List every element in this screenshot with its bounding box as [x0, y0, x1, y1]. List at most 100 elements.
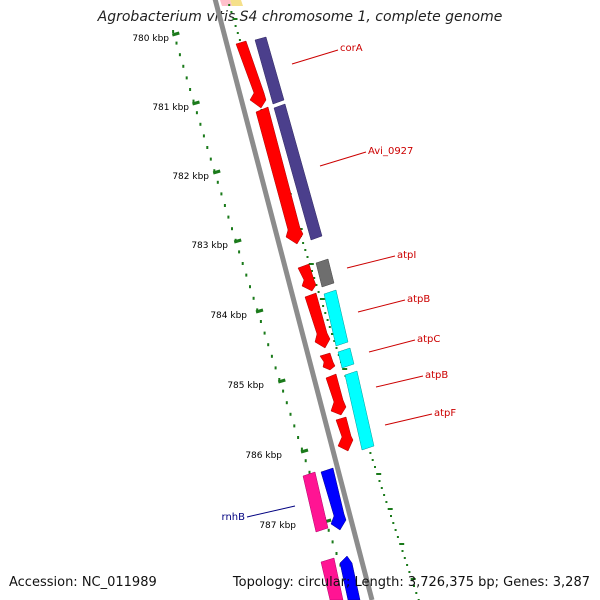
- ruler-dot: [220, 192, 223, 196]
- ruler-dot: [199, 122, 202, 126]
- ruler-dot: [192, 99, 195, 103]
- feature-atpC[interactable]: [337, 347, 355, 369]
- ruler-dot: [216, 180, 219, 184]
- ruler-major-tick: [300, 448, 309, 454]
- ruler-dash: [401, 550, 404, 552]
- gene-label-atpB-2[interactable]: atpB: [425, 370, 448, 381]
- gene-label-atpF[interactable]: atpF: [434, 408, 456, 419]
- ruler-dot: [209, 157, 212, 161]
- ruler-dot: [175, 41, 178, 45]
- ruler-dot: [245, 273, 248, 277]
- ruler-dot: [195, 111, 198, 115]
- feature-red-5[interactable]: [325, 373, 347, 416]
- leader-atpB-2: [375, 375, 424, 388]
- ruler-dot: [241, 262, 244, 265]
- ruler-dot: [227, 215, 230, 219]
- ruler-dot: [267, 343, 270, 347]
- ruler-dot: [172, 30, 175, 33]
- genome-summary-text: Topology: circular; Length: 3,726,375 bp…: [232, 575, 590, 590]
- ruler-dot: [231, 227, 233, 231]
- feature-pink-2[interactable]: [320, 557, 344, 600]
- ruler-dash: [333, 340, 336, 342]
- ruler-dash: [311, 270, 313, 272]
- ruler-dot: [178, 53, 181, 57]
- ruler-dash: [415, 592, 418, 594]
- ruler-dash: [374, 466, 376, 468]
- ruler-label: 784 kbp: [210, 311, 247, 321]
- ruler-dash: [308, 263, 314, 265]
- ruler-dot: [304, 459, 307, 463]
- ruler-dash: [319, 298, 325, 300]
- feature-atpI[interactable]: [315, 258, 335, 288]
- gene-label-corA[interactable]: corA: [340, 43, 363, 54]
- ruler-dash: [376, 473, 382, 475]
- ruler-dot: [327, 528, 330, 532]
- ruler-dash: [228, 4, 231, 6]
- ruler-dot: [300, 447, 303, 451]
- feature-Avi_0927[interactable]: [273, 103, 323, 241]
- ruler-dash: [387, 508, 393, 510]
- ruler-dash: [324, 312, 327, 314]
- ruler-dot: [223, 204, 226, 207]
- leader-corA: [291, 49, 339, 65]
- leader-rnhB: [246, 505, 296, 518]
- gene-label-atpB[interactable]: atpB: [407, 294, 430, 305]
- ruler-dash: [394, 529, 397, 531]
- ruler-label: 785 kbp: [227, 381, 264, 391]
- ruler-dot: [256, 308, 259, 312]
- ruler-dot: [293, 424, 296, 428]
- ruler-dash: [306, 256, 309, 258]
- feature-red-4[interactable]: [319, 352, 336, 371]
- feature-red-6[interactable]: [335, 416, 354, 452]
- backbone-line: [212, 0, 375, 600]
- feature-yellow-top[interactable]: [230, 0, 243, 6]
- leader-atpC: [368, 339, 416, 353]
- ruler-major-tick: [171, 31, 180, 37]
- ruler-dash: [380, 487, 383, 489]
- ruler-major-tick: [255, 308, 264, 314]
- gene-label-atpI[interactable]: atpI: [397, 250, 416, 261]
- ruler-dash: [302, 242, 305, 244]
- gene-label-rnhB[interactable]: rnhB: [222, 512, 246, 523]
- ruler-dash: [238, 39, 241, 41]
- feature-corA[interactable]: [254, 36, 285, 105]
- ruler-dot: [263, 331, 266, 335]
- ruler-dot: [331, 540, 334, 544]
- ruler-dot: [189, 88, 192, 91]
- ruler-dash: [234, 25, 237, 27]
- leader-atpF: [384, 413, 433, 426]
- ruler-dot: [252, 296, 255, 300]
- ruler-dash: [342, 368, 348, 370]
- ruler-dash: [232, 18, 238, 20]
- ruler-dash: [413, 585, 415, 587]
- ruler-dot: [308, 470, 311, 474]
- ruler-major-tick: [277, 378, 286, 384]
- feature-pink-1[interactable]: [302, 471, 329, 533]
- ruler-dash: [317, 291, 320, 293]
- ruler-dot: [213, 169, 216, 173]
- ruler-dot: [270, 354, 273, 358]
- feature-red-3[interactable]: [304, 292, 331, 349]
- feature-atpB[interactable]: [323, 289, 349, 347]
- feature-blue-rnhB[interactable]: [320, 467, 347, 531]
- ruler-dot: [335, 552, 338, 555]
- gene-label-Avi_0927[interactable]: Avi_0927: [368, 146, 413, 157]
- feature-red-2[interactable]: [255, 106, 304, 245]
- feature-red-1[interactable]: [235, 40, 267, 109]
- feature-atpB-2[interactable]: [344, 370, 375, 451]
- ruler-dot: [285, 401, 288, 405]
- feature-blue-2[interactable]: [339, 555, 361, 600]
- ruler-major-ticks: [171, 31, 332, 524]
- gene-label-atpC[interactable]: atpC: [417, 334, 440, 345]
- ruler-label: 787 kbp: [259, 521, 296, 531]
- ruler-major-tick: [192, 100, 200, 106]
- ruler-dash: [399, 543, 405, 545]
- ruler-label: 782 kbp: [172, 172, 209, 182]
- feature-red-atpI[interactable]: [297, 263, 317, 292]
- ruler-dash: [371, 459, 374, 461]
- ruler-dash: [315, 284, 318, 286]
- ruler-dash: [390, 515, 392, 517]
- ruler-dash: [392, 522, 395, 524]
- ruler-dash: [335, 347, 338, 349]
